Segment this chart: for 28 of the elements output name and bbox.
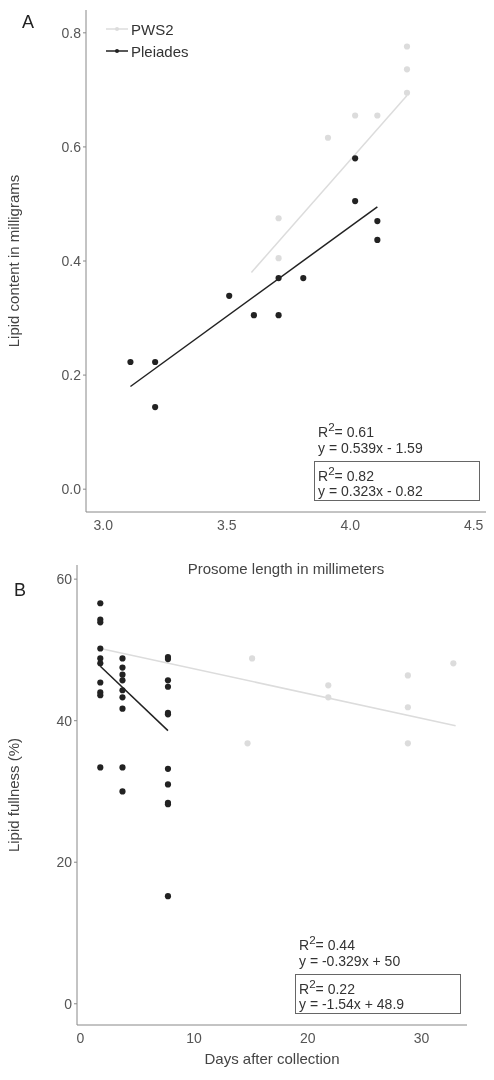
x-tick-label: 3.0 [93,516,114,533]
y-tick-label: 0.4 [61,252,82,269]
y-tick-label: 0.2 [61,367,82,384]
y-axis-title: Lipid content in milligrams [5,174,23,348]
y-tick-label: 0.0 [61,481,82,498]
x-axis-title: Days after collection [204,1050,340,1067]
annotation: R$^{2}$= 0.44 y = -0.329x + 50 [299,932,402,969]
legend-label: PWS2 [131,20,174,38]
y-tick-label: 0.8 [61,24,82,41]
y-tick-label: 0 [64,995,73,1012]
x-tick-label: 10 [186,1029,203,1046]
x-tick-label: 20 [300,1029,316,1046]
y-tick-label: 40 [56,712,73,729]
text: B [14,580,27,601]
annotation: R$^{2}$= 0.61 y = 0.539x - 1.59 [318,419,424,456]
x-axis-title: Prosome length in millimeters [187,560,385,577]
annotation: R$^{2}$= 0.82 y = 0.323x - 0.82 [318,462,424,500]
x-tick-label: 30 [413,1029,430,1046]
y-tick-label: 0.6 [61,138,82,155]
y-tick-label: 20 [56,854,73,871]
x-tick-label: 4.0 [340,516,361,533]
x-tick-label: 3.5 [217,516,237,533]
y-tick-label: 60 [56,571,73,588]
annotation: R$^{2}$= 0.22 y = -1.54x + 48.9 [299,975,406,1013]
x-tick-label: 4.5 [463,516,484,533]
y-axis-title: Lipid fullness (%) [5,737,23,853]
legend-label: Pleiades [131,42,189,60]
chart-title: A [22,12,35,33]
